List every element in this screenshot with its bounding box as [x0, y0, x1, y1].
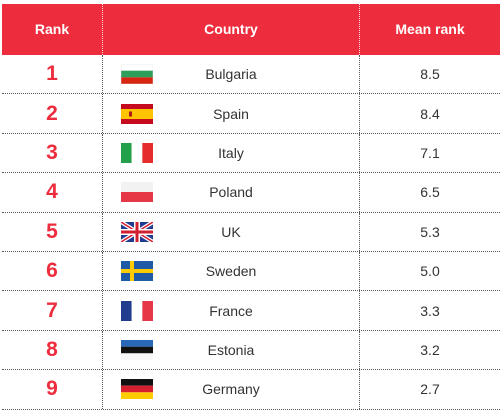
country-name: Italy — [218, 144, 244, 161]
rank-cell: 1 — [46, 62, 58, 86]
column-divider — [359, 251, 360, 291]
sweden-flag-icon — [121, 261, 153, 282]
germany-flag-icon — [121, 379, 153, 400]
rank-cell: 6 — [46, 259, 58, 283]
country-cell: UK — [103, 213, 359, 251]
mean-rank-cell: 8.5 — [420, 66, 440, 83]
rank-cell: 7 — [46, 298, 58, 322]
column-divider — [102, 94, 103, 133]
country-name: Spain — [213, 105, 249, 122]
country-cell: Spain — [103, 94, 359, 132]
column-divider — [359, 370, 360, 409]
table-row: 9 Germany 2.7 — [2, 370, 500, 410]
rank-cell: 8 — [46, 337, 58, 361]
country-name: Poland — [209, 184, 253, 201]
table-header: Rank Country Mean rank — [2, 4, 500, 55]
column-divider — [102, 55, 103, 94]
column-divider — [102, 212, 103, 251]
header-rank: Rank — [34, 21, 70, 37]
rank-cell: 2 — [46, 101, 58, 125]
mean-rank-cell: 5.3 — [420, 223, 440, 240]
table-row: 7 France 3.3 — [2, 291, 500, 331]
column-divider — [102, 251, 103, 291]
mean-rank-cell: 3.3 — [420, 302, 440, 319]
header-mean-rank: Mean rank — [395, 21, 465, 37]
country-cell: Germany — [103, 370, 359, 408]
column-divider — [102, 173, 103, 212]
mean-rank-cell: 2.7 — [420, 381, 440, 398]
mean-rank-cell: 6.5 — [420, 184, 440, 201]
mean-rank-cell: 7.1 — [420, 144, 440, 161]
country-name: Bulgaria — [205, 66, 257, 83]
spain-flag-icon — [121, 103, 153, 124]
column-divider — [359, 94, 360, 133]
country-name: UK — [221, 223, 241, 240]
country-name: France — [209, 302, 253, 319]
country-name: Estonia — [207, 341, 255, 358]
column-divider — [102, 330, 103, 370]
bulgaria-flag-icon — [121, 64, 153, 85]
country-cell: Sweden — [103, 252, 359, 290]
country-name: Germany — [202, 381, 260, 398]
header-country: Country — [204, 21, 258, 37]
column-divider — [359, 173, 360, 212]
uk-flag-icon — [121, 221, 153, 242]
table-row: 1 Bulgaria 8.5 — [2, 55, 500, 95]
rank-cell: 3 — [46, 140, 58, 164]
header-divider — [102, 4, 104, 55]
mean-rank-cell: 8.4 — [420, 105, 440, 122]
country-cell: Estonia — [103, 331, 359, 369]
rank-cell: 9 — [46, 377, 58, 401]
column-divider — [359, 330, 360, 370]
poland-flag-icon — [121, 182, 153, 203]
country-cell: France — [103, 291, 359, 329]
country-name: Sweden — [205, 263, 257, 280]
column-divider — [359, 55, 360, 94]
header-divider — [359, 4, 361, 55]
column-divider — [359, 133, 360, 173]
country-cell: Poland — [103, 173, 359, 211]
column-divider — [102, 291, 103, 330]
mean-rank-cell: 3.2 — [420, 341, 440, 358]
table-row: 4 Poland 6.5 — [2, 173, 500, 213]
column-divider — [102, 133, 103, 173]
table-row: 3 Italy 7.1 — [2, 133, 500, 174]
table-row: 5 UK 5.3 — [2, 212, 500, 252]
column-divider — [102, 370, 103, 409]
country-cell: Bulgaria — [103, 55, 359, 93]
ranking-table: Rank Country Mean rank 1 Bulgaria 8.5 2 … — [2, 4, 500, 410]
france-flag-icon — [121, 300, 153, 321]
italy-flag-icon — [121, 142, 153, 163]
country-cell: Italy — [103, 134, 359, 172]
table-row: 6 Sweden 5.0 — [2, 251, 500, 292]
estonia-flag-icon — [121, 339, 153, 360]
rank-cell: 4 — [46, 180, 58, 204]
rank-cell: 5 — [46, 219, 58, 243]
column-divider — [359, 291, 360, 330]
column-divider — [359, 212, 360, 251]
table-row: 2 Spain 8.4 — [2, 94, 500, 134]
table-row: 8 Estonia 3.2 — [2, 330, 500, 371]
mean-rank-cell: 5.0 — [420, 263, 440, 280]
